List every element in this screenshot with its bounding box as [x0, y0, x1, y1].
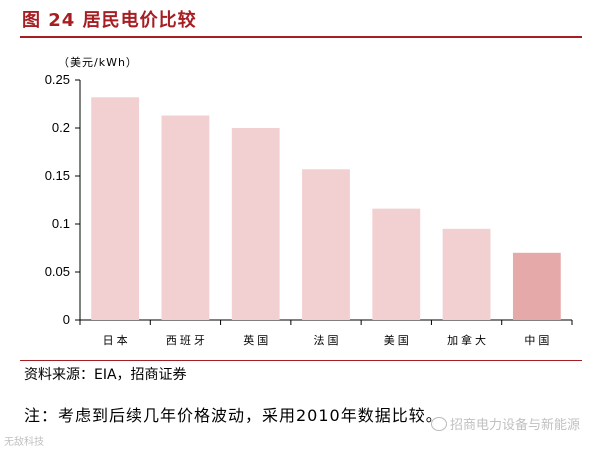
- wechat-icon: [430, 417, 447, 431]
- chart-title: 图 24 居民电价比较: [22, 10, 197, 31]
- bar-4: [372, 208, 421, 320]
- y-tick-label: 0.2: [52, 120, 70, 135]
- y-tick-label: 0.25: [45, 72, 70, 87]
- y-tick-label: 0.15: [45, 168, 70, 183]
- y-tick-label: 0: [63, 312, 70, 327]
- x-category-label: 美国: [384, 334, 412, 347]
- x-category-label: 英国: [243, 333, 271, 347]
- bar-0: [91, 97, 140, 320]
- bar-3: [302, 169, 350, 320]
- x-category-label: 西班牙: [166, 334, 208, 347]
- x-category-label: 法国: [314, 333, 342, 347]
- source-text: 资料来源：EIA，招商证券: [24, 367, 187, 383]
- bar-5: [442, 228, 491, 320]
- source-divider: [20, 360, 582, 361]
- x-category-label: 加拿大: [447, 333, 489, 347]
- watermark-logo: 招商电力设备与新能源: [430, 414, 580, 433]
- title-divider: [20, 36, 582, 38]
- x-category-label: 中国: [524, 334, 552, 347]
- bar-6: [512, 252, 561, 320]
- x-category-label: 日本: [103, 333, 131, 347]
- y-tick-label: 0.1: [52, 216, 70, 231]
- bar-chart: （美元/kWh） 0 0.05 0.1 0.15 0.2 0.25 日本 西班牙 英国 法国 美国 加…: [45, 56, 573, 347]
- y-tick-label: 0.05: [45, 264, 70, 279]
- bar-2: [231, 128, 280, 320]
- note-text: 注：考虑到后续几年价格波动，采用2010年数据比较。: [24, 406, 443, 425]
- bar-1: [161, 115, 210, 321]
- y-unit-label: （美元/kWh）: [58, 56, 138, 69]
- watermark-left-text: 无敌科技: [4, 437, 44, 448]
- plot-area: 0 0.05 0.1 0.15 0.2 0.25 日本 西班牙 英国 法国 美国 加拿大 中国: [45, 72, 573, 347]
- watermark-text: 招商电力设备与新能源: [449, 418, 580, 433]
